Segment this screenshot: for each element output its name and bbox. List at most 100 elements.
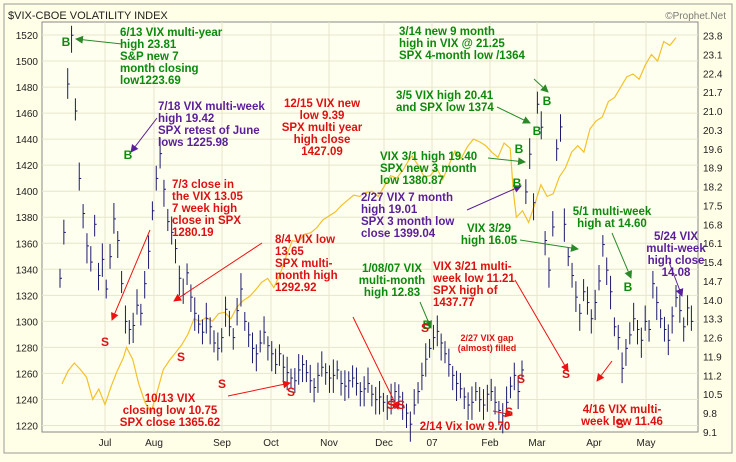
annotation-line: 8/4 VIX low	[275, 234, 335, 246]
annotation-line: high at 14.60	[577, 218, 647, 230]
annotation-arrow	[466, 185, 522, 211]
annotation-text: 12/15 VIX new low 9.39 SPX multi year high …	[282, 98, 363, 158]
annotation-line: high 12.83	[364, 287, 420, 299]
annotation-text: VIX 3/1 high 19.40 SPX new 3 month low 138…	[380, 151, 477, 187]
annotation-arrow	[111, 229, 151, 321]
annotation-line: 7 week high	[172, 203, 237, 215]
annotation-line: 13.65	[275, 246, 304, 258]
annotation-text: 5/24 VIX multi-week high close 14.08	[646, 231, 706, 279]
signal-marker: B	[515, 142, 524, 156]
annotation-text: 4/16 VIX multi-week low 11.46	[580, 404, 663, 428]
annotation-arrow	[75, 35, 123, 45]
annotation-arrow	[514, 279, 569, 372]
left-tick-label: 1460	[16, 109, 39, 120]
left-tick-label: 1520	[16, 31, 39, 42]
signal-marker: B	[543, 94, 552, 108]
annotation-text: 7/3 close in the VIX 13.05 7 week high clos…	[172, 179, 244, 239]
annotation-text: 3/5 VIX high 20.41 and SPX low 1374	[396, 90, 494, 114]
annotation-line: 12/15 VIX new	[284, 98, 360, 110]
right-tick-label: 12.6	[703, 334, 723, 345]
annotation-text: 2/14 Vix low 9.70	[420, 421, 511, 433]
x-tick-label: Jul	[99, 438, 112, 449]
annotation-text: 2/27 VIX 7 month high 19.01 SPX 3 month lo…	[361, 192, 454, 240]
annotation-line: SPX close 1365.62	[120, 417, 220, 429]
annotation-line: week low 11.46	[580, 416, 663, 428]
annotation-line: multi-month	[359, 275, 425, 287]
x-tick-label: Oct	[263, 438, 279, 449]
annotation-line: 1292.92	[275, 282, 317, 294]
annotation-line: low 9.39	[300, 110, 345, 122]
annotation-arrow	[130, 117, 158, 153]
x-tick-label: May	[637, 438, 656, 449]
left-tick-label: 1320	[16, 291, 39, 302]
annotation-arrow	[611, 232, 632, 279]
left-tick-label: 1300	[16, 317, 39, 328]
annotation-line: 5/24 VIX	[654, 231, 698, 243]
annotation-line: multi-week	[646, 243, 706, 255]
annotation-line: high close	[648, 255, 705, 267]
annotations-group: 6/13 VIX multi-year high 23.81 S&P new 7 mo…	[120, 26, 707, 433]
annotation-line: high 23.81	[120, 39, 177, 51]
annotation-line: SPX multi-	[275, 258, 333, 270]
left-axis-ticks: 1520 1500 1480 1460 1440 1420 1400 1380 1360 1340…	[16, 31, 39, 432]
x-tick-label: Dec	[375, 438, 393, 449]
right-tick-label: 11.2	[703, 371, 722, 382]
annotation-arrow	[352, 316, 399, 410]
annotation-line: SPX multi year	[282, 122, 363, 134]
annotation-line: high 19.42	[158, 113, 214, 125]
right-tick-label: 10.5	[703, 390, 723, 401]
watermark: ©Prophet.Net	[665, 11, 726, 22]
annotation-arrow	[492, 409, 513, 418]
annotation-arrow	[668, 261, 684, 297]
left-tick-label: 1220	[16, 421, 39, 432]
right-tick-label: 9.8	[703, 409, 717, 420]
annotation-line: high 19.01	[361, 204, 418, 216]
x-tick-label: Mar	[528, 438, 546, 449]
x-tick-label: Nov	[320, 438, 338, 449]
annotation-text: 3/14 new 9 month high in VIX @ 21.25 SPX 4…	[399, 26, 525, 62]
annotation-line: S&P new 7	[120, 51, 179, 63]
annotation-line: month high	[275, 270, 338, 282]
annotation-line: 5/1 multi-week	[573, 206, 652, 218]
signal-marker: B	[624, 280, 633, 294]
signal-marker: B	[533, 124, 542, 138]
annotation-text: VIX 3/21 multi-week low 11.21 SPX high of…	[432, 261, 515, 309]
x-tick-label: Feb	[481, 438, 499, 449]
right-tick-label: 21.7	[703, 88, 723, 99]
annotation-text: 2/27 VIX gap (almost) filled	[458, 333, 517, 353]
annotation-line: 10/13 VIX	[145, 393, 196, 405]
signal-marker: S	[101, 335, 109, 349]
annotation-text: 10/13 VIX closing low 10.75 SPX close 1365…	[120, 393, 220, 429]
annotation-line: 4/16 VIX multi-	[583, 404, 662, 416]
signal-marker: B	[423, 318, 432, 332]
right-tick-label: 22.4	[703, 69, 723, 80]
signal-marker: S	[287, 385, 295, 399]
left-tick-label: 1360	[16, 239, 39, 250]
annotation-text: 8/4 VIX low 13.65 SPX multi-month high 1292…	[275, 234, 338, 294]
annotation-line: SPX retest of June	[158, 125, 260, 137]
annotation-line: 1280.19	[172, 227, 214, 239]
right-tick-label: 20.3	[703, 126, 723, 137]
annotation-line: 2/27 VIX 7 month	[361, 192, 453, 204]
annotation-line: lows 1225.98	[158, 137, 229, 149]
left-tick-label: 1280	[16, 343, 39, 354]
right-tick-label: 13.3	[703, 315, 723, 326]
signal-marker: B	[62, 35, 71, 49]
right-tick-label: 11.9	[703, 352, 722, 363]
annotation-line: close in SPX	[172, 215, 241, 227]
annotation-line: 3/14 new 9 month	[399, 26, 495, 38]
annotation-line: low1223.69	[120, 75, 181, 87]
annotation-line: close 1399.04	[361, 228, 436, 240]
annotation-arrow	[496, 106, 531, 124]
right-tick-label: 23.8	[703, 31, 723, 42]
left-tick-label: 1380	[16, 213, 39, 224]
arrows-group	[75, 35, 684, 418]
annotation-text: 1/08/07 VIX multi-month high 12.83	[359, 263, 425, 299]
annotation-text: 7/18 VIX multi-week high 19.42 SPX retest …	[158, 101, 265, 149]
right-tick-label: 14.7	[703, 277, 723, 288]
left-tick-label: 1240	[16, 395, 39, 406]
annotation-line: 1437.77	[433, 297, 475, 309]
signal-marker: B	[513, 176, 522, 190]
annotation-line: SPX new 3 month	[380, 163, 477, 175]
